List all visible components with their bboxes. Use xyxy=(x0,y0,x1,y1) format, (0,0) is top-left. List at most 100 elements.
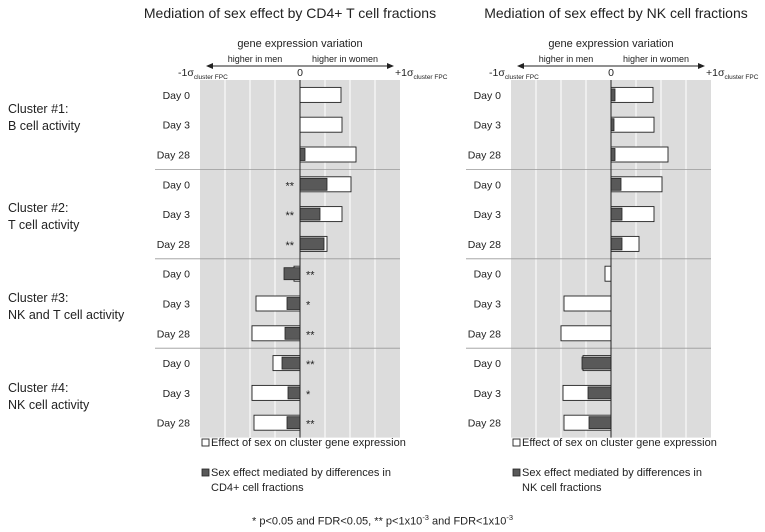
footnote-part1: * p<0.05 and FDR<0.05, ** p<1x10 xyxy=(251,515,423,528)
significance-marker: * xyxy=(306,300,311,312)
legend-label-total: Effect of sex on cluster gene expression xyxy=(522,437,717,449)
axis-arrow-left-head xyxy=(517,63,524,69)
legend-label-mediated: Sex effect mediated by differences in xyxy=(211,467,391,479)
cluster-label-4: Cluster #4: NK cell activity xyxy=(8,380,89,414)
total-effect-bar xyxy=(560,325,612,342)
day-label: Day 3 xyxy=(163,209,191,221)
footnote: * p<0.05 and FDR<0.05, ** p<1x10 -3 and F… xyxy=(0,513,765,528)
mediated-effect-bar xyxy=(286,297,301,310)
legend-label-mediated-line2: NK cell fractions xyxy=(522,482,602,494)
mediated-effect-bar xyxy=(299,148,306,161)
cluster-label-3: Cluster #3: NK and T cell activity xyxy=(8,290,124,324)
axis-arrow-left-head xyxy=(206,63,213,69)
total-effect-bar xyxy=(610,146,669,163)
day-label: Day 0 xyxy=(163,358,191,370)
mediated-effect-bar xyxy=(287,386,301,400)
significance-marker: ** xyxy=(306,359,315,371)
mediated-effect-bar xyxy=(610,237,623,251)
day-label: Day 28 xyxy=(157,239,190,251)
cluster-label-1-desc: B cell activity xyxy=(8,119,81,133)
day-label: Day 3 xyxy=(163,388,191,400)
mediated-effect-bar xyxy=(299,207,321,221)
day-label: Day 3 xyxy=(474,299,502,311)
total-effect-bar xyxy=(610,86,654,103)
legend-swatch-total xyxy=(201,438,210,447)
mediated-effect-bar xyxy=(299,177,328,191)
total-effect-bar xyxy=(299,116,343,133)
chart-title: Mediation of sex effect by NK cell fract… xyxy=(484,5,748,21)
legend-swatch-total xyxy=(512,438,521,447)
legend-swatch-mediated xyxy=(201,468,210,477)
cluster-label-1: Cluster #1: B cell activity xyxy=(8,101,80,135)
mediated-effect-bar xyxy=(283,267,301,281)
cluster-label-3-desc: NK and T cell activity xyxy=(8,308,125,322)
tick-label-right: +1σcluster FPC xyxy=(706,67,759,81)
day-label: Day 28 xyxy=(157,328,190,340)
day-label: Day 0 xyxy=(163,90,191,102)
cluster-label-4-title: Cluster #4: xyxy=(8,381,69,395)
arrow-right-label: higher in women xyxy=(623,54,689,64)
mediated-effect-bar xyxy=(284,326,301,340)
day-label: Day 3 xyxy=(163,120,191,132)
day-label: Day 0 xyxy=(474,179,502,191)
cluster-label-2-title: Cluster #2: xyxy=(8,201,69,215)
tick-label-left: -1σcluster FPC xyxy=(178,67,228,81)
day-label: Day 28 xyxy=(157,150,190,162)
significance-marker: ** xyxy=(285,240,294,252)
significance-marker: * xyxy=(306,389,311,401)
axis-arrow-right-head xyxy=(698,63,705,69)
chart-panel-2: Mediation of sex effect by NK cell fract… xyxy=(466,5,748,494)
axis-top-label: gene expression variation xyxy=(548,38,673,50)
day-label: Day 3 xyxy=(474,120,502,132)
total-effect-bar xyxy=(563,295,612,312)
mediated-effect-bar xyxy=(587,386,612,400)
significance-marker: ** xyxy=(306,270,315,282)
cluster-label-3-title: Cluster #3: xyxy=(8,291,69,305)
total-effect-bar xyxy=(299,86,342,103)
axis-arrow-right-head xyxy=(387,63,394,69)
significance-marker: ** xyxy=(306,329,315,341)
day-label: Day 28 xyxy=(468,150,501,162)
arrow-left-label: higher in men xyxy=(228,54,283,64)
day-label: Day 0 xyxy=(474,90,502,102)
cluster-label-4-desc: NK cell activity xyxy=(8,398,90,412)
arrow-right-label: higher in women xyxy=(312,54,378,64)
legend-label-mediated: Sex effect mediated by differences in xyxy=(522,467,702,479)
chart-title: Mediation of sex effect by CD4+ T cell f… xyxy=(144,5,436,21)
mediated-effect-bar xyxy=(610,88,616,102)
day-label: Day 3 xyxy=(163,299,191,311)
day-label: Day 0 xyxy=(474,358,502,370)
legend-swatch-mediated xyxy=(512,468,521,477)
day-label: Day 0 xyxy=(474,269,502,281)
footnote-exp2: -3 xyxy=(506,513,514,522)
day-label: Day 28 xyxy=(468,328,501,340)
total-effect-bar xyxy=(604,265,612,282)
mediated-effect-bar xyxy=(581,356,612,370)
day-label: Day 28 xyxy=(468,418,501,430)
day-label: Day 3 xyxy=(474,209,502,221)
mediated-effect-bar xyxy=(610,177,622,191)
cluster-label-1-title: Cluster #1: xyxy=(8,102,69,116)
cluster-label-2-desc: T cell activity xyxy=(8,218,80,232)
footnote-part2: and FDR<1x10 xyxy=(428,515,507,528)
total-effect-bar xyxy=(610,116,655,133)
chart-panel-1: Mediation of sex effect by CD4+ T cell f… xyxy=(144,5,436,494)
cluster-label-2: Cluster #2: T cell activity xyxy=(8,200,79,234)
significance-marker: ** xyxy=(285,180,294,192)
mediated-effect-bar xyxy=(610,148,616,161)
tick-label-zero: 0 xyxy=(608,67,614,79)
day-label: Day 3 xyxy=(474,388,502,400)
mediated-effect-bar xyxy=(610,207,623,221)
significance-marker: ** xyxy=(306,419,315,431)
arrow-left-label: higher in men xyxy=(539,54,594,64)
significance-marker: ** xyxy=(285,210,294,222)
mediated-effect-bar xyxy=(286,416,301,430)
day-label: Day 0 xyxy=(163,269,191,281)
day-label: Day 28 xyxy=(468,239,501,251)
mediated-effect-bar xyxy=(588,416,612,430)
total-effect-bar xyxy=(299,146,357,163)
mediated-effect-bar xyxy=(281,356,301,370)
tick-label-zero: 0 xyxy=(297,67,303,79)
tick-label-right: +1σcluster FPC xyxy=(395,67,448,81)
